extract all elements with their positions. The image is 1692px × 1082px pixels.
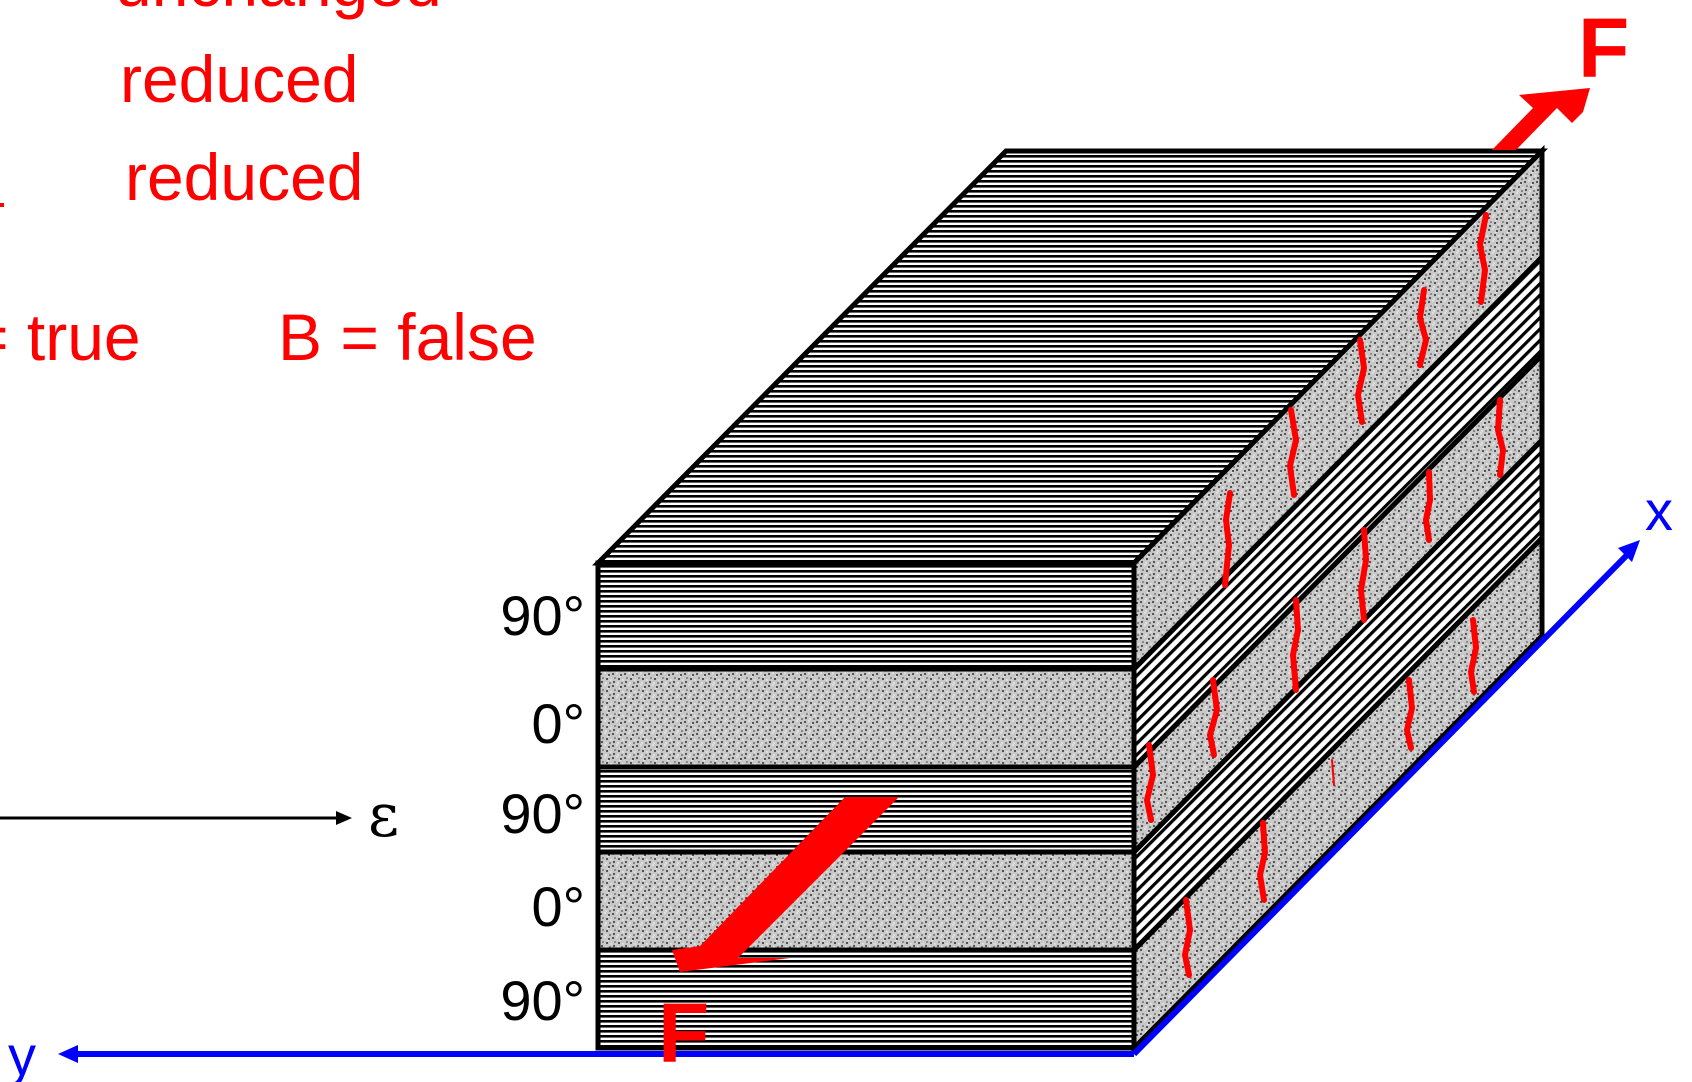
force-label-bottom: F <box>658 986 709 1080</box>
y-axis-label: y <box>8 1024 36 1082</box>
laminate-side-face <box>1131 144 1545 1055</box>
ply-label-2: 0° <box>531 692 585 755</box>
strain-label: ε <box>368 781 399 851</box>
force-arrow-bottom <box>672 797 899 972</box>
crack <box>1467 617 1480 695</box>
crack <box>1403 677 1416 751</box>
annotation-line-2: reduced <box>120 42 359 116</box>
transverse-cracks <box>1143 212 1507 978</box>
crack <box>1286 407 1300 498</box>
crack <box>1181 897 1194 978</box>
x-axis-label: x <box>1645 479 1673 542</box>
crack <box>1143 742 1157 823</box>
crack <box>1222 490 1233 588</box>
crack <box>1416 287 1430 368</box>
front-ply-4 <box>595 849 1137 953</box>
force-arrow-top <box>1492 88 1590 150</box>
strain-axis-arrowhead <box>336 811 352 825</box>
x-axis-arrowhead <box>1618 540 1640 562</box>
crack <box>1476 212 1489 305</box>
annotation-b-value: B = false <box>278 300 537 374</box>
ply-label-3: 90° <box>500 782 585 845</box>
crack <box>1354 337 1368 425</box>
front-ply-2 <box>595 666 1137 770</box>
crack <box>1357 527 1370 623</box>
ply-label-5: 90° <box>500 969 585 1032</box>
x-axis <box>1131 551 1631 1057</box>
crack <box>1289 597 1302 693</box>
annotation-line-1: unchanged <box>115 0 442 20</box>
ply-label-1: 90° <box>500 584 585 647</box>
crack <box>1206 677 1221 758</box>
crack <box>1422 469 1434 543</box>
crack <box>1494 397 1507 478</box>
crack <box>1256 820 1269 903</box>
ply-label-4: 0° <box>531 875 585 938</box>
y-axis-arrowhead <box>58 1045 78 1063</box>
crack <box>1331 759 1335 786</box>
force-label-top: F <box>1578 1 1629 95</box>
front-ply-1 <box>595 560 1137 672</box>
annotation-a-value: = true <box>0 300 141 374</box>
laminate-front-face <box>595 560 1137 1051</box>
annotation-line-3: reduced <box>125 140 364 214</box>
